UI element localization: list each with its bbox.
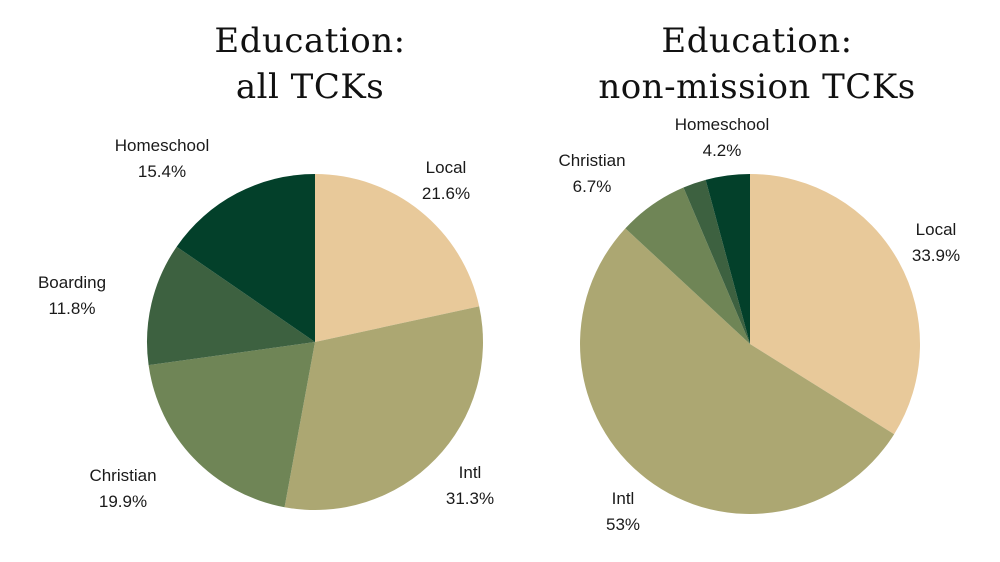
slice-value-local: 33.9% — [912, 246, 960, 265]
slice-label-local: Local — [916, 220, 957, 239]
slice-label-homeschool: Homeschool — [675, 115, 770, 134]
slice-label-local: Local — [426, 158, 467, 177]
pie-slice-christian — [148, 342, 315, 508]
slice-value-boarding: 11.8% — [49, 299, 96, 318]
slice-label-intl: Intl — [459, 463, 482, 482]
pie-slice-intl — [284, 306, 483, 511]
slice-label-christian: Christian — [558, 151, 625, 170]
slice-value-christian: 6.7% — [573, 177, 612, 196]
slice-label-christian: Christian — [89, 466, 156, 485]
slice-label-intl: Intl — [612, 489, 635, 508]
pie-slice-local — [315, 174, 480, 342]
slice-value-local: 21.6% — [422, 184, 470, 203]
pie-chart-1: Local 21.6% Intl 31.3% Christian 19.9% Boardin… — [38, 136, 494, 511]
pie-slice-intl — [580, 228, 895, 514]
chart-title-all-tcks: Education: all TCKs — [130, 18, 490, 110]
pie-slice-homeschool — [176, 174, 315, 342]
pie-slice-christian — [625, 187, 750, 344]
title-line-2: non-mission TCKs — [598, 67, 916, 107]
slice-value-homeschool: 15.4% — [138, 162, 186, 181]
pie-slice-local — [750, 173, 921, 435]
slice-value-homeschool: 4.2% — [703, 141, 742, 160]
pie-slice-homeschool — [705, 174, 750, 344]
slice-value-christian: 19.9% — [99, 492, 147, 511]
pie-chart-2: Local 33.9% Intl 53% Christian 6.7% Homeschool… — [558, 115, 960, 534]
slice-value-intl: 31.3% — [446, 489, 494, 508]
slice-label-boarding: Boarding — [38, 273, 106, 292]
slice-label-homeschool: Homeschool — [115, 136, 210, 155]
title-line-1: Education: — [214, 21, 406, 61]
title-line-2: all TCKs — [235, 67, 385, 107]
chart-title-non-mission-tcks: Education: non-mission TCKs — [577, 18, 937, 110]
slice-value-intl: 53% — [606, 515, 640, 534]
title-line-1: Education: — [661, 21, 853, 61]
pie-slice-boarding — [683, 179, 750, 344]
pie-slice-boarding — [146, 246, 315, 366]
